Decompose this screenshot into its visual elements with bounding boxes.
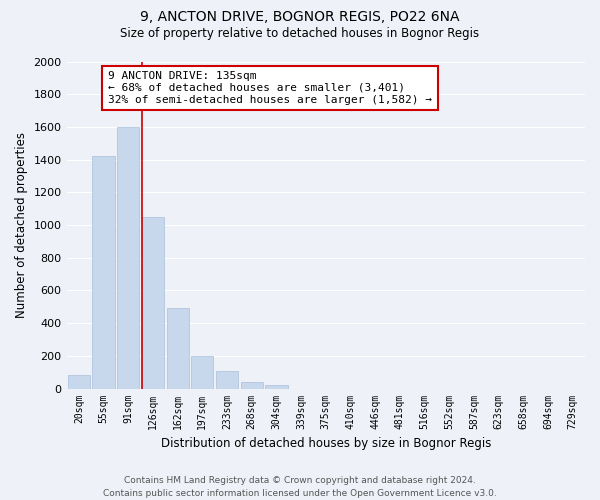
Text: Contains HM Land Registry data © Crown copyright and database right 2024.
Contai: Contains HM Land Registry data © Crown c… — [103, 476, 497, 498]
Bar — [92, 156, 115, 388]
Y-axis label: Number of detached properties: Number of detached properties — [15, 132, 28, 318]
Bar — [265, 386, 287, 388]
Bar — [142, 217, 164, 388]
Text: 9 ANCTON DRIVE: 135sqm
← 68% of detached houses are smaller (3,401)
32% of semi-: 9 ANCTON DRIVE: 135sqm ← 68% of detached… — [108, 72, 432, 104]
X-axis label: Distribution of detached houses by size in Bognor Regis: Distribution of detached houses by size … — [161, 437, 491, 450]
Bar — [117, 127, 139, 388]
Bar — [68, 374, 90, 388]
Text: 9, ANCTON DRIVE, BOGNOR REGIS, PO22 6NA: 9, ANCTON DRIVE, BOGNOR REGIS, PO22 6NA — [140, 10, 460, 24]
Bar — [241, 382, 263, 388]
Bar — [167, 308, 189, 388]
Bar — [191, 356, 214, 388]
Bar — [216, 370, 238, 388]
Text: Size of property relative to detached houses in Bognor Regis: Size of property relative to detached ho… — [121, 28, 479, 40]
